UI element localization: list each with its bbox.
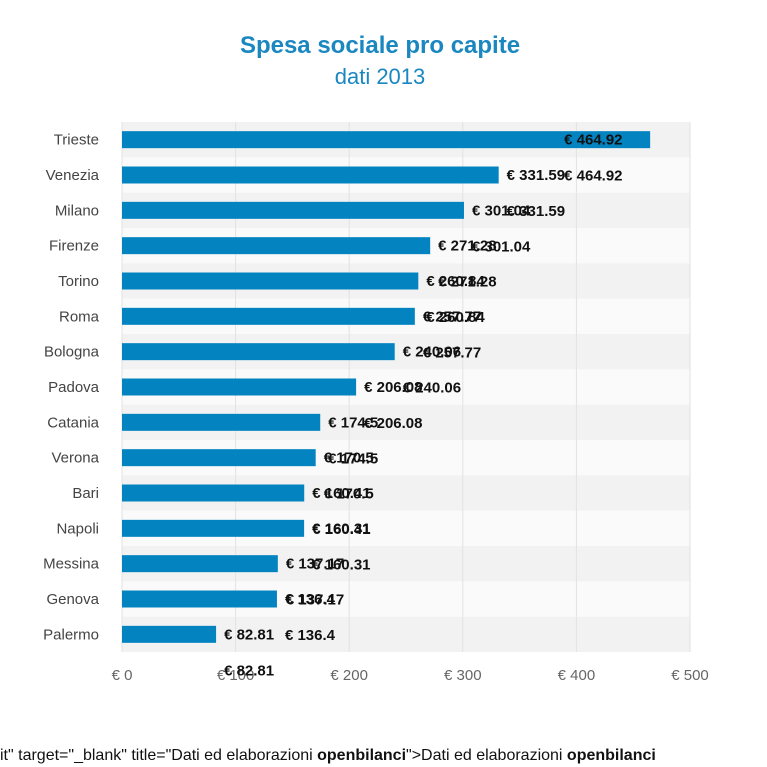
bar xyxy=(122,413,321,431)
bar xyxy=(122,272,419,290)
data-label: € 240.06 xyxy=(403,344,461,361)
bar xyxy=(122,343,395,361)
data-labels: € 464.92€ 464.92€ 331.59€ 331.59€ 301.04… xyxy=(224,132,622,680)
category-label: Padova xyxy=(48,379,100,396)
category-label: Trieste xyxy=(54,132,99,149)
data-label: € 160.31 xyxy=(312,520,370,537)
data-label-duplicate: € 160.31 xyxy=(312,556,370,573)
bar xyxy=(122,166,499,184)
x-axis-ticks: € 0 € 100 € 200 € 300 € 400 € 500 xyxy=(112,667,709,684)
data-label-duplicate: € 170.5 xyxy=(324,486,374,503)
credits-middle: ">Dati ed elaborazioni xyxy=(406,747,567,764)
category-labels: Trieste Venezia Milano Firenze Torino Roma Bol… xyxy=(43,132,100,644)
data-label: € 206.08 xyxy=(364,379,422,396)
category-label: Genova xyxy=(46,591,99,608)
bar xyxy=(122,555,278,573)
data-label-duplicate: € 136.4 xyxy=(285,627,336,644)
data-label-duplicate: € 240.06 xyxy=(403,380,461,397)
category-label: Catania xyxy=(47,414,99,431)
data-label-duplicate: € 160.41 xyxy=(312,521,370,538)
tick-label: € 500 xyxy=(671,667,709,684)
data-label-duplicate: € 257.77 xyxy=(423,344,481,361)
data-label: € 136.4 xyxy=(285,591,336,608)
category-label: Firenze xyxy=(49,238,99,255)
data-label: € 331.59 xyxy=(507,167,565,184)
data-label-duplicate: € 174.5 xyxy=(328,450,378,467)
tick-label: € 0 xyxy=(112,667,133,684)
data-label: € 160.41 xyxy=(312,485,370,502)
chart: Spesa sociale pro capite dati 2013 Tries… xyxy=(43,32,709,684)
data-label: € 170.5 xyxy=(324,450,374,467)
category-label: Palermo xyxy=(43,626,99,643)
data-label: € 137.17 xyxy=(286,556,344,573)
tick-label: € 300 xyxy=(444,667,482,684)
data-label-duplicate: € 271.28 xyxy=(438,274,496,291)
bar xyxy=(122,131,651,149)
data-label: € 301.04 xyxy=(472,202,531,219)
credits-prefix: it" target="_blank" title="Dati ed elabo… xyxy=(0,747,318,764)
data-label-duplicate: € 331.59 xyxy=(507,203,565,220)
category-label: Venezia xyxy=(46,167,100,184)
bar xyxy=(122,307,415,325)
data-label: € 260.84 xyxy=(426,273,485,290)
data-label: € 464.92 xyxy=(564,132,622,149)
data-label-duplicate: € 464.92 xyxy=(564,168,622,185)
chart-subtitle: dati 2013 xyxy=(335,64,426,89)
data-label: € 82.81 xyxy=(224,626,274,643)
plot-band xyxy=(122,616,690,652)
category-label: Messina xyxy=(43,556,100,573)
bar xyxy=(122,378,357,396)
category-label: Napoli xyxy=(56,520,99,537)
category-label: Bologna xyxy=(44,344,100,361)
bars xyxy=(122,131,651,643)
category-label: Torino xyxy=(58,273,99,290)
data-label-duplicate: € 206.08 xyxy=(364,415,422,432)
bar xyxy=(122,590,277,608)
bar xyxy=(122,201,464,219)
data-label-duplicate: € 82.81 xyxy=(224,662,274,679)
data-label-duplicate: € 260.84 xyxy=(426,309,485,326)
data-label-duplicate: € 137.17 xyxy=(286,592,344,609)
tick-label: € 100 xyxy=(217,667,255,684)
data-label: € 174.5 xyxy=(328,414,378,431)
category-label: Verona xyxy=(51,450,99,467)
bar xyxy=(122,519,305,537)
bar xyxy=(122,484,305,502)
data-label: € 257.77 xyxy=(423,308,481,325)
credits-brand-2: openbilanci xyxy=(566,747,656,764)
category-label: Milano xyxy=(55,202,99,219)
category-label: Bari xyxy=(72,485,99,502)
data-label-duplicate: € 301.04 xyxy=(472,238,531,255)
bar xyxy=(122,237,431,255)
credits-brand-1: openbilanci xyxy=(317,747,407,764)
data-label: € 271.28 xyxy=(438,238,496,255)
chart-title: Spesa sociale pro capite xyxy=(240,32,520,59)
category-label: Roma xyxy=(59,308,100,325)
tick-label: € 400 xyxy=(558,667,596,684)
bar xyxy=(122,625,217,643)
bar xyxy=(122,449,316,467)
credits-link[interactable]: it" target="_blank" title="Dati ed elabo… xyxy=(0,745,767,767)
tick-label: € 200 xyxy=(330,667,368,684)
